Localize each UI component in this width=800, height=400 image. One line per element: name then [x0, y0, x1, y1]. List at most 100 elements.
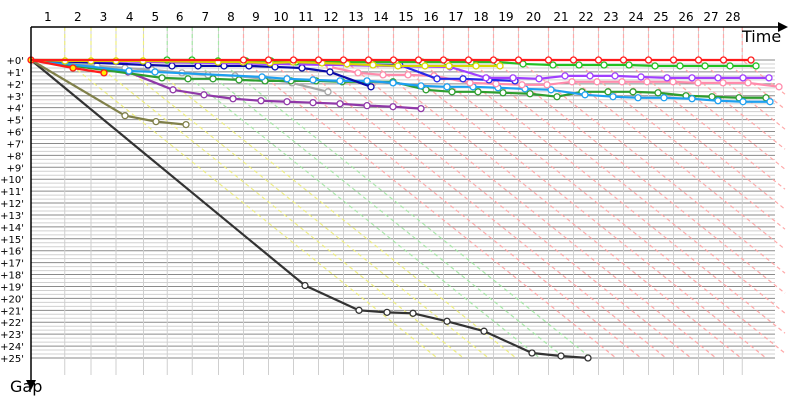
- data-point: [69, 64, 77, 72]
- lap-reference-line: [547, 27, 786, 250]
- gap-tick-label: +25': [0, 354, 24, 365]
- data-point: [676, 62, 684, 70]
- data-point: [209, 75, 217, 83]
- lap-reference-line: [517, 27, 786, 274]
- lap-label: 7: [202, 10, 210, 24]
- data-point: [535, 75, 543, 83]
- data-point: [509, 74, 517, 82]
- data-point: [309, 76, 317, 84]
- lap-label: 9: [252, 10, 260, 24]
- data-point: [339, 56, 348, 64]
- lap-label: 15: [398, 10, 413, 24]
- data-point: [549, 61, 557, 69]
- data-point: [184, 75, 192, 83]
- lap-label: 11: [298, 10, 313, 24]
- data-point: [448, 88, 456, 96]
- data-point: [200, 91, 208, 99]
- lap-label: 16: [423, 10, 438, 24]
- data-point: [593, 78, 601, 86]
- lap-reference-line: [217, 27, 592, 359]
- lap-reference-line: [367, 27, 742, 359]
- lap-label: 24: [628, 10, 643, 24]
- lap-label: 12: [323, 10, 338, 24]
- axes: Time Gap: [10, 22, 788, 396]
- lap-reference-line: [622, 27, 786, 190]
- tick-labels: 1 2 3 4 5 6 7 8 9 10 11 12 13 14 15 16 17 18 19 20 21 22 23 24 2…: [0, 10, 740, 365]
- data-point: [714, 97, 722, 105]
- data-point: [544, 56, 553, 64]
- gap-tick-label: +3': [7, 92, 25, 103]
- lap-reference-line: [572, 27, 786, 230]
- data-point: [694, 79, 702, 87]
- gap-tick-label: +18': [0, 271, 24, 282]
- data-point: [586, 72, 594, 80]
- data-point: [609, 93, 617, 101]
- lap-reference-line: [115, 27, 489, 359]
- lap-reference-line: [417, 27, 786, 354]
- lap-label: 3: [100, 10, 108, 24]
- data-point: [561, 72, 569, 80]
- lap-label: 22: [578, 10, 593, 24]
- data-point: [499, 89, 507, 97]
- data-point: [528, 349, 536, 357]
- lap-label: 5: [152, 10, 160, 24]
- data-point: [637, 73, 645, 81]
- series-line: [30, 58, 372, 88]
- gap-tick-label: +13': [0, 211, 24, 222]
- data-point: [719, 79, 727, 87]
- data-point: [336, 100, 344, 108]
- data-point: [336, 77, 344, 85]
- gap-tick-label: +22': [0, 318, 24, 329]
- series: [30, 59, 592, 362]
- time-axis-title: Time: [741, 27, 781, 46]
- data-point: [496, 62, 504, 70]
- data-point: [518, 81, 526, 89]
- gap-tick-label: +20': [0, 294, 24, 305]
- gap-axis-arrow: [26, 380, 36, 390]
- data-point: [363, 102, 371, 110]
- lap-reference-line: [647, 27, 786, 170]
- data-point: [158, 74, 166, 82]
- lap-label: 14: [373, 10, 388, 24]
- lap-label: 21: [553, 10, 568, 24]
- data-point: [182, 120, 190, 129]
- lap-reference-line: [597, 27, 786, 210]
- gap-tick-label: +10': [0, 175, 24, 186]
- lap-reference-line: [672, 27, 786, 150]
- data-point: [383, 308, 391, 316]
- gap-tick-label: +4': [7, 104, 25, 115]
- series: [31, 56, 755, 64]
- data-point: [324, 88, 332, 96]
- data-point: [766, 98, 774, 106]
- data-point: [389, 79, 397, 87]
- lap-label: 20: [526, 10, 541, 24]
- series-line: [30, 59, 187, 126]
- series: [30, 58, 774, 106]
- data-point: [443, 317, 451, 325]
- data-point: [611, 72, 619, 80]
- data-point: [663, 74, 671, 82]
- data-point: [739, 98, 747, 106]
- lap-label: 18: [473, 10, 488, 24]
- data-point: [472, 62, 480, 70]
- data-point: [367, 83, 375, 91]
- data-point: [618, 78, 626, 86]
- lap-reference-line: [242, 27, 617, 359]
- lap-label: 8: [227, 10, 235, 24]
- data-point: [235, 76, 243, 84]
- lap-reference-line: [142, 27, 517, 359]
- data-point: [100, 69, 108, 77]
- data-point: [389, 56, 398, 64]
- gap-tick-label: +21': [0, 306, 24, 317]
- gap-tick-label: +9': [7, 163, 25, 174]
- data-point: [363, 77, 371, 85]
- data-point: [701, 62, 709, 70]
- data-point: [326, 68, 334, 76]
- data-point: [594, 56, 603, 64]
- gap-tick-label: +7': [7, 139, 25, 150]
- data-point: [169, 86, 177, 94]
- gap-tick-label: +8': [7, 151, 25, 162]
- lap-reference-line: [342, 27, 717, 359]
- data-point: [121, 112, 129, 120]
- lap-label: 26: [678, 10, 693, 24]
